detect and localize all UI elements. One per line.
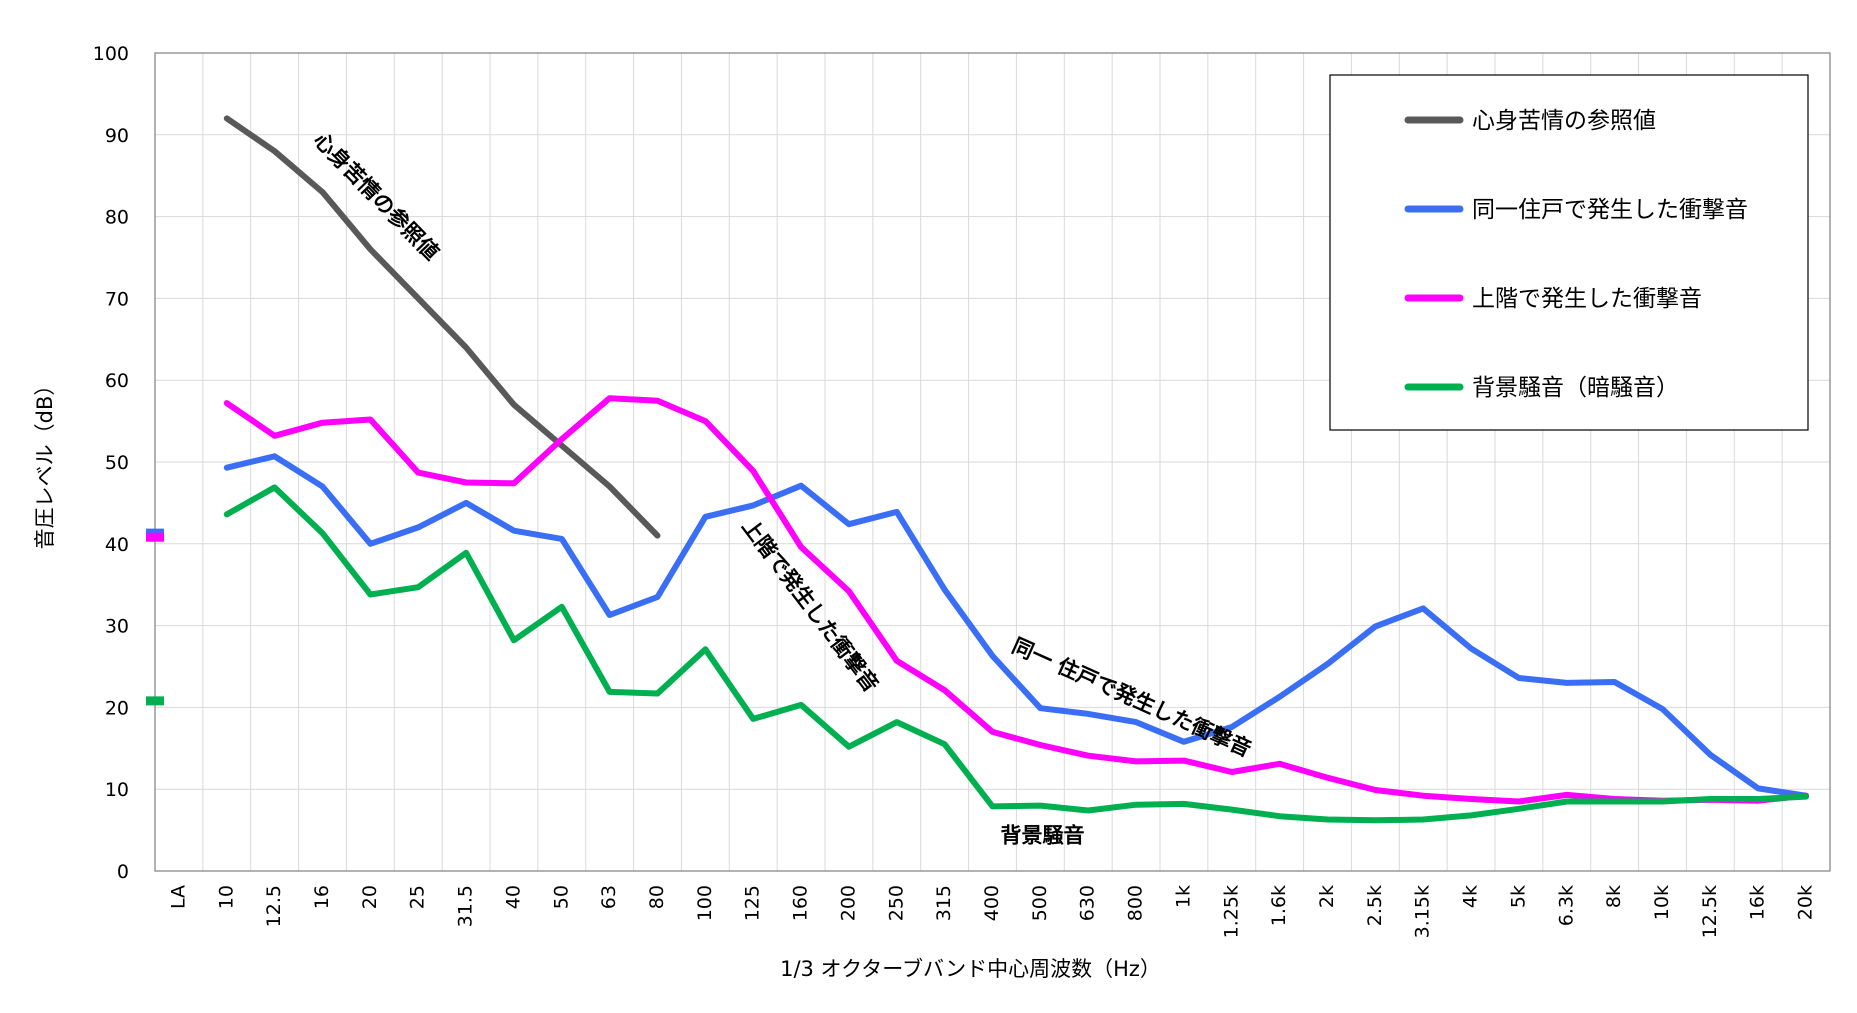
y-tick-label: 0 xyxy=(117,861,129,883)
y-tick-label: 70 xyxy=(105,288,129,310)
x-tick-label: 12.5 xyxy=(263,885,285,927)
series-line-3 xyxy=(223,484,1810,824)
y-tick-label: 80 xyxy=(105,207,129,229)
x-tick-label: 3.15k xyxy=(1412,885,1434,938)
x-tick-label: 80 xyxy=(646,885,668,909)
x-tick-label: 20k xyxy=(1795,885,1817,920)
y-axis-title: 音圧レベル（dB） xyxy=(33,375,57,550)
series-line-0 xyxy=(223,115,661,539)
x-tick-label: 50 xyxy=(550,885,572,909)
x-tick-label: 100 xyxy=(694,885,716,921)
x-tick-label: 400 xyxy=(981,885,1003,921)
legend-label-1: 同一住戸で発生した衝撃音 xyxy=(1472,197,1748,223)
plot-frame xyxy=(154,52,1831,872)
legend-label-2: 上階で発生した衝撃音 xyxy=(1472,286,1702,312)
x-tick-label: 16 xyxy=(311,885,333,909)
series-layer xyxy=(146,115,1810,824)
x-tick-label: 5k xyxy=(1507,885,1529,908)
x-axis-title: 1/3 オクターブバンド中心周波数（Hz） xyxy=(780,957,1161,981)
x-tick-label: 2k xyxy=(1316,885,1338,908)
x-tick-label: 1k xyxy=(1172,885,1194,908)
x-tick-label: 10k xyxy=(1651,885,1673,920)
y-tick-label: 40 xyxy=(105,534,129,556)
x-tick-label: 2.5k xyxy=(1364,885,1386,926)
x-tick-label: 125 xyxy=(742,885,764,921)
x-tick-label: 250 xyxy=(885,885,907,921)
y-tick-label: 100 xyxy=(93,43,129,65)
x-tick-label: 500 xyxy=(1029,885,1051,921)
x-tick-label: 4k xyxy=(1460,885,1482,908)
x-tick-label: 12.5k xyxy=(1699,885,1721,938)
x-tick-label: 1.6k xyxy=(1268,885,1290,926)
series-line-2 xyxy=(223,395,1810,805)
x-tick-label: 10 xyxy=(215,885,237,909)
y-tick-label: 10 xyxy=(105,779,129,801)
x-tick-label: 1.25k xyxy=(1220,885,1242,938)
x-tick-label: 800 xyxy=(1125,885,1147,921)
y-tick-label: 90 xyxy=(105,125,129,147)
x-tick-label: 315 xyxy=(933,885,955,921)
legend-label-3: 背景騒音（暗騒音） xyxy=(1472,375,1679,401)
x-tick-label: 630 xyxy=(1077,885,1099,921)
x-tick-label: LA xyxy=(167,885,189,909)
y-tick-label: 30 xyxy=(105,616,129,638)
x-tick-label: 16k xyxy=(1747,885,1769,920)
y-tick-label: 20 xyxy=(105,697,129,719)
x-tick-label: 31.5 xyxy=(455,885,477,927)
x-tick-label: 63 xyxy=(598,885,620,909)
legend-label-0: 心身苦情の参照値 xyxy=(1472,108,1656,134)
x-tick-label: 160 xyxy=(790,885,812,921)
x-tick-label: 25 xyxy=(407,885,429,909)
y-tick-label: 50 xyxy=(105,452,129,474)
x-tick-label: 200 xyxy=(837,885,859,921)
axes: 0 10 20 30 40 50 60 70 80 90 100 LA 10 12.5 16 20 25 31.5… xyxy=(33,43,1831,981)
y-tick-label: 60 xyxy=(105,370,129,392)
annotation-label-3: 背景騒音 xyxy=(1001,823,1085,847)
series-line-1 xyxy=(223,453,1810,799)
x-tick-label: 40 xyxy=(502,885,524,909)
legend-box xyxy=(1329,74,1809,431)
x-tick-label: 20 xyxy=(359,885,381,909)
x-tick-label: 8k xyxy=(1603,885,1625,908)
x-tick-label: 6.3k xyxy=(1555,885,1577,926)
